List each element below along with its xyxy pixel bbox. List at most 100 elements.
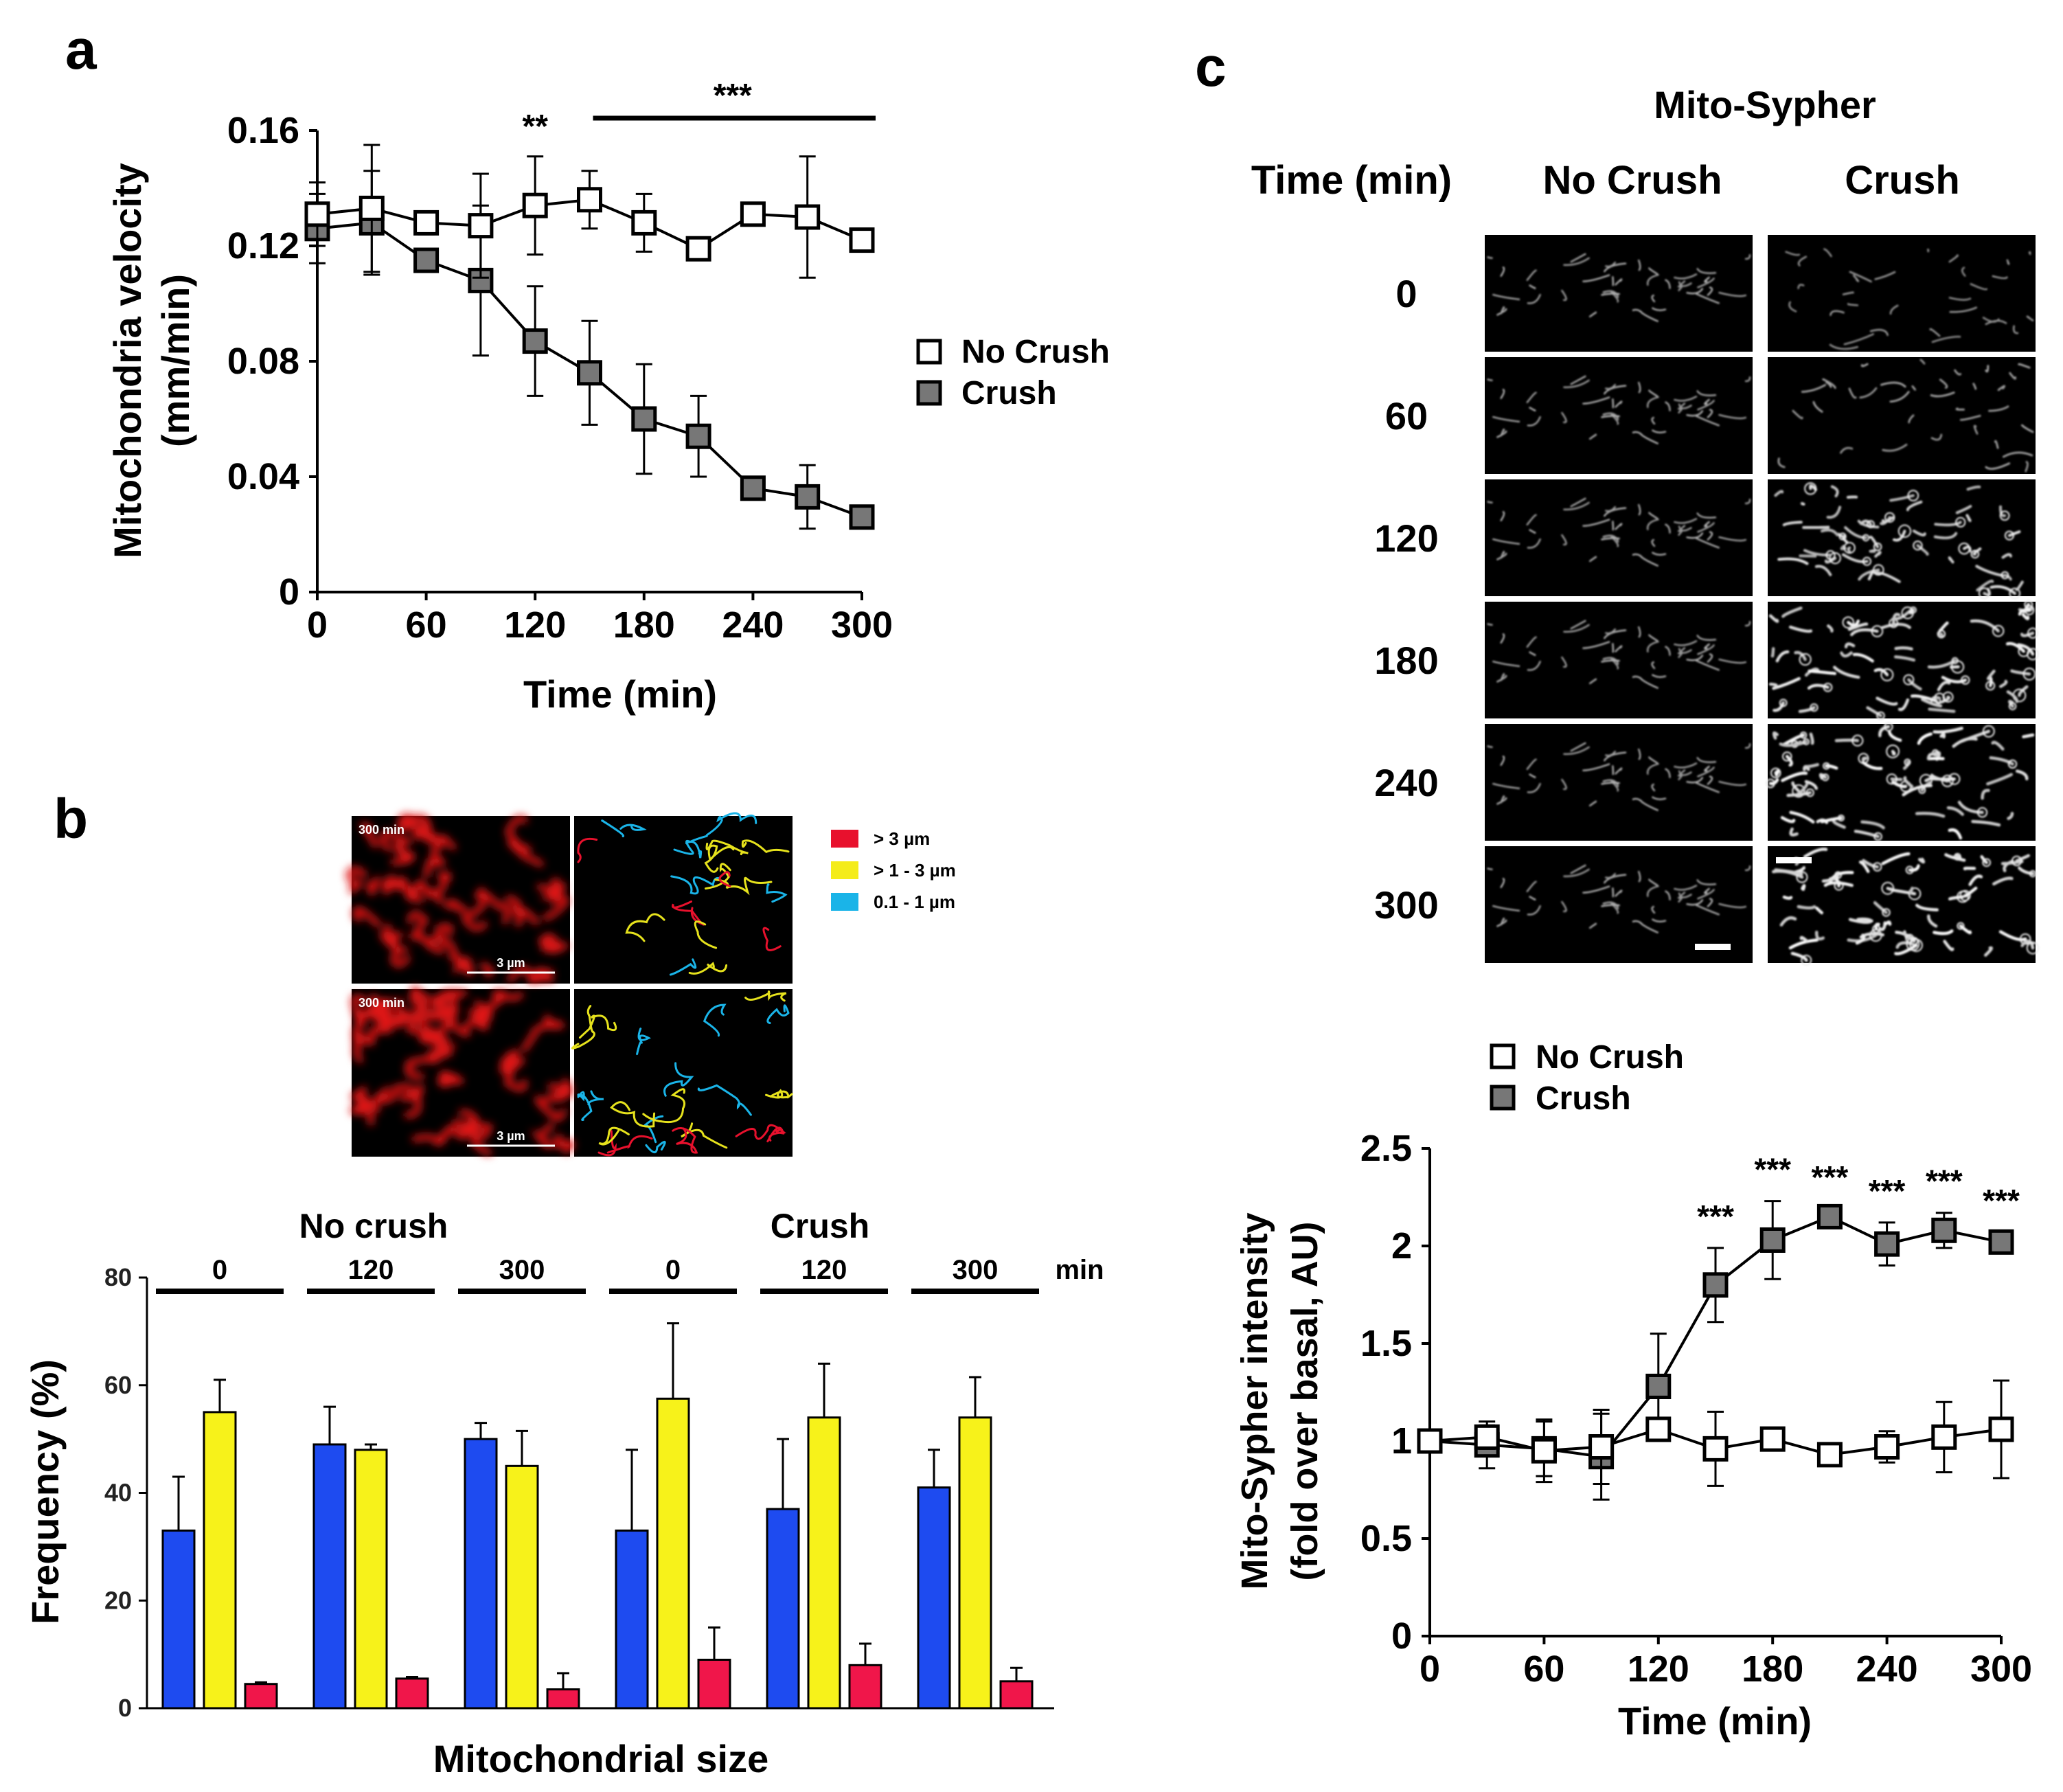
panel-a-y-tick-label: 0 (279, 571, 299, 613)
panel-a-x-label: Time (min) (523, 672, 717, 716)
panel-a-y-label-1: Mitochondria velocity (106, 163, 149, 558)
micrograph-b-trace-bottom (574, 989, 793, 1157)
panel-a-no-crush-point (524, 194, 546, 216)
panel-b-bar (396, 1679, 428, 1708)
mito-scalebar-crush (1776, 857, 1812, 863)
mito-strand (1488, 257, 1492, 258)
panel-a-no-crush-point (633, 212, 655, 234)
mito-cell-crush (1768, 846, 2036, 963)
panel-b-y-tick-label: 0 (118, 1694, 132, 1722)
panel-c-crush-point (1705, 1274, 1726, 1296)
mito-row-label: 180 (1374, 639, 1438, 682)
panel-b-micrographs: 300 min 300 min 3 µm 3 µm > 3 µm> 1 - 3 … (349, 813, 956, 1157)
micrograph-b-scale-top: 3 µm (497, 956, 525, 970)
panel-c-y-label-1: Mito-Sypher intensity (1234, 1212, 1275, 1589)
panel-c-crush-point (1876, 1233, 1898, 1255)
mito-strand (1965, 868, 1974, 869)
mito-strand (1893, 751, 1894, 754)
panel-b-y-tick-label: 80 (104, 1263, 132, 1291)
panel-c-y-tick-label: 0 (1391, 1615, 1412, 1657)
panel-b-header-no-crush: No crush (299, 1207, 448, 1245)
mito-strand (2029, 252, 2030, 254)
legend-c-crush-label: Crush (1536, 1080, 1631, 1117)
legend-a-crush-marker (918, 382, 940, 404)
panel-a-no-crush-point (415, 212, 437, 234)
mito-strand (1858, 919, 1871, 920)
mito-cell-crush (1768, 357, 2036, 474)
panel-a-no-crush-point (687, 238, 709, 260)
legend-a-no-crush-label: No Crush (961, 334, 1110, 370)
mito-strand (1863, 758, 1866, 760)
panel-a-no-crush-point (797, 206, 819, 228)
size-legend-label: > 1 - 3 µm (874, 860, 956, 881)
panel-c-no-crush-point (1819, 1444, 1840, 1466)
mito-row-label: 240 (1374, 761, 1438, 804)
mito-strand (1911, 888, 1913, 892)
panel-a-x-tick-label: 240 (722, 604, 784, 646)
panel-label-b: b (54, 788, 88, 850)
micrograph-red-texture-strand (356, 1037, 361, 1060)
panel-c-significance: ****************** (1697, 1152, 2020, 1234)
panel-b-bar (163, 1530, 194, 1708)
panel-c-no-crush-point (1876, 1436, 1898, 1458)
panel-b-group-label: 300 (953, 1255, 999, 1285)
panel-c-x-tick-label: 120 (1628, 1648, 1689, 1690)
panel-b-bar (547, 1690, 579, 1708)
size-legend-label: > 3 µm (874, 828, 930, 849)
panel-c-y-label-2: (fold over basal, AU) (1284, 1221, 1325, 1580)
mito-strand (1784, 897, 1791, 898)
panel-a-y-tick-label: 0.08 (227, 341, 299, 382)
panel-b-bar (808, 1418, 840, 1708)
mito-title: Mito-Sypher (1654, 83, 1876, 126)
panel-b-bar (657, 1398, 689, 1708)
panel-c-significance-mark: *** (1812, 1159, 1849, 1195)
panel-a-significance-bar-label: *** (714, 78, 752, 114)
panel-b-bar (918, 1488, 950, 1708)
micrograph-red-texture-strand (369, 882, 376, 893)
panel-a-crush-point (633, 408, 655, 430)
panel-c-x-tick-label: 180 (1742, 1648, 1803, 1690)
mito-strand (1939, 633, 1942, 636)
panel-a-y-tick-label: 0.12 (227, 225, 299, 266)
micrograph-b-time-bottom: 300 min (358, 996, 404, 1010)
size-legend-swatch (831, 861, 858, 879)
panel-b-bar (959, 1418, 991, 1708)
mito-col-no-crush: No Crush (1543, 158, 1722, 203)
panel-b-group-label: 300 (499, 1255, 545, 1285)
panel-c-significance-mark: *** (1754, 1152, 1791, 1188)
panel-a-x-tick-label: 60 (406, 604, 447, 646)
panel-a-crush-point (579, 362, 601, 384)
panel-b-bar (698, 1659, 730, 1708)
panel-a-no-crush-point (470, 215, 492, 237)
panel-b-bar (355, 1450, 387, 1708)
panel-b-bar (850, 1665, 881, 1708)
panel-b-bars (163, 1324, 1032, 1708)
mito-strand (1802, 885, 1804, 889)
panel-a-series (306, 145, 873, 529)
legend-c-no-crush-marker (1492, 1045, 1514, 1067)
mito-strand (1774, 733, 1777, 738)
size-legend-swatch (831, 893, 858, 911)
micrograph-b-trace-top (574, 816, 793, 984)
panel-c-y-tick-label: 1.5 (1360, 1323, 1412, 1364)
panel-a-x-tick-label: 300 (831, 604, 893, 646)
panel-b-group-label: 0 (665, 1255, 681, 1285)
panel-c-x-tick-label: 0 (1420, 1648, 1440, 1690)
panel-b-bar (314, 1444, 345, 1708)
panel-c-significance-mark: *** (1869, 1173, 1906, 1209)
panel-c-no-crush-point (1419, 1430, 1441, 1452)
mito-strand (1919, 859, 1924, 862)
panel-c-significance-mark: *** (1697, 1199, 1734, 1234)
mito-strand (1488, 379, 1492, 380)
mito-strand (2024, 735, 2033, 737)
panel-a-no-crush-point (851, 229, 873, 251)
mito-strand (1836, 740, 1858, 741)
panel-c-series (1419, 1201, 2012, 1500)
panel-c-no-crush-point (1648, 1418, 1669, 1440)
mito-row-label: 0 (1395, 272, 1417, 315)
panel-b-bar (465, 1439, 497, 1708)
